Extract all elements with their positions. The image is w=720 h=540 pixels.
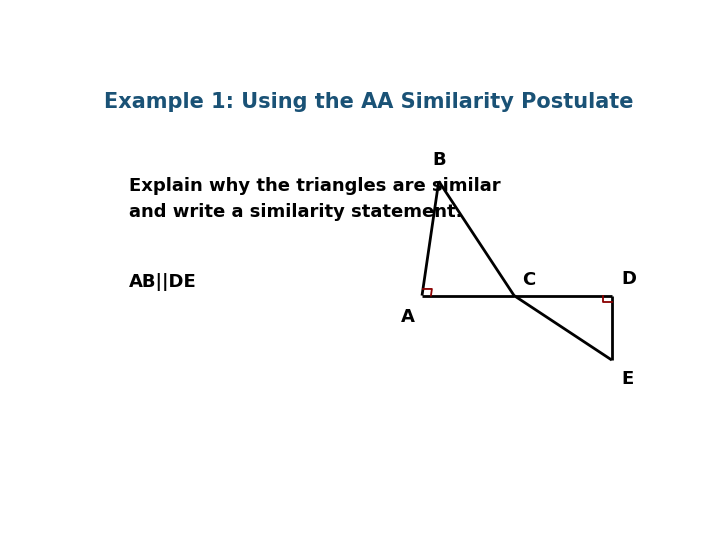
Text: E: E	[622, 370, 634, 388]
Text: Example 1: Using the AA Similarity Postulate: Example 1: Using the AA Similarity Postu…	[104, 92, 634, 112]
Text: A: A	[401, 308, 415, 326]
Text: B: B	[432, 151, 446, 168]
Text: Explain why the triangles are similar
and write a similarity statement.: Explain why the triangles are similar an…	[129, 177, 500, 221]
Text: C: C	[523, 271, 536, 289]
Text: AB||DE: AB||DE	[129, 273, 197, 291]
Text: D: D	[622, 270, 636, 288]
